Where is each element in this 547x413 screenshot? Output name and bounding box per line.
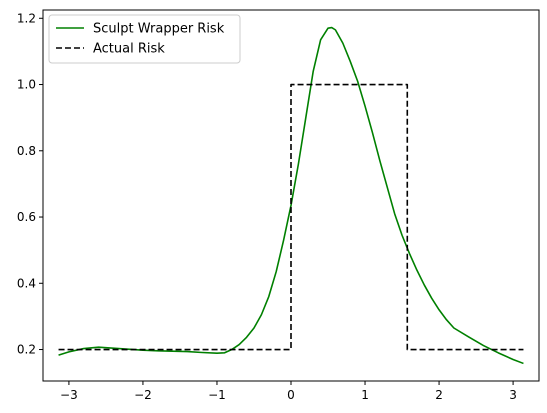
series-line-sculpt-wrapper-risk — [58, 26, 524, 365]
x-tick-label: −1 — [208, 388, 226, 402]
y-tick-label: 0.2 — [17, 343, 36, 357]
x-tick-label: 1 — [361, 388, 369, 402]
legend: Sculpt Wrapper Risk Actual Risk — [48, 14, 241, 64]
axes-layer: −3 −2 −1 0 1 2 3 0.2 0.4 0.6 0.8 1.0 1.2 — [17, 11, 517, 402]
x-tick-label: −2 — [134, 388, 152, 402]
x-tick-label: 3 — [509, 388, 517, 402]
y-tick-label: 1.0 — [17, 78, 36, 92]
y-tick-label: 0.8 — [17, 144, 36, 158]
series-layer — [58, 26, 524, 365]
x-tick-label: 2 — [435, 388, 443, 402]
legend-box — [48, 14, 241, 64]
y-tick-label: 0.4 — [17, 276, 36, 290]
legend-label-sculpt-wrapper-risk: Sculpt Wrapper Risk — [93, 22, 225, 37]
x-tick-label: −3 — [60, 388, 78, 402]
y-tick-label: 0.6 — [17, 210, 36, 224]
x-tick-label: 0 — [287, 388, 295, 402]
y-tick-label: 1.2 — [17, 11, 36, 25]
plot-frame — [42, 9, 540, 382]
series-line-actual-risk — [58, 83, 524, 351]
legend-label-actual-risk: Actual Risk — [93, 42, 165, 57]
